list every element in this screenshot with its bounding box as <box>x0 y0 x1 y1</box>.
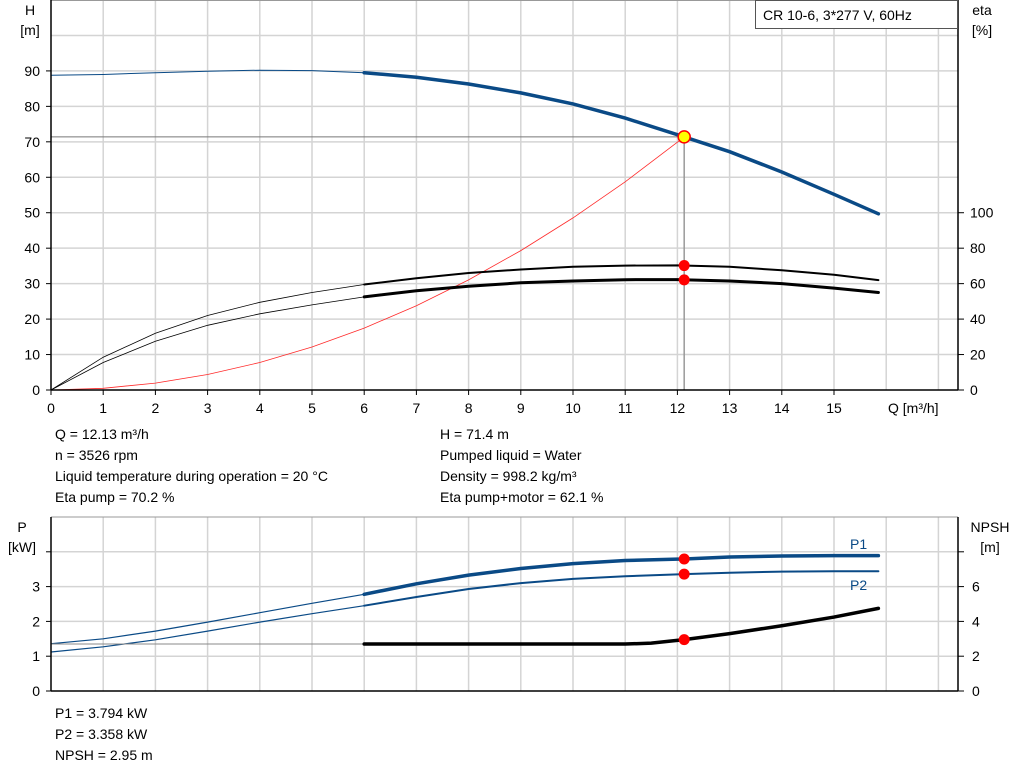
x-tick-label: 10 <box>565 400 581 416</box>
info-liquid: Pumped liquid = Water <box>440 447 582 463</box>
p2-curve <box>363 570 880 607</box>
head-curve-extrapolated <box>50 69 365 76</box>
y-axis-unit-p: [kW] <box>8 539 36 555</box>
x-tick-label: 6 <box>360 400 368 416</box>
x-tick-label: 9 <box>517 400 525 416</box>
y-axis-unit-eta: [%] <box>972 22 992 38</box>
h-tick-label: 50 <box>24 205 40 221</box>
p-tick-label: 3 <box>32 579 40 595</box>
h-tick-label: 90 <box>24 63 40 79</box>
info-bottom: P1 = 3.794 kW P2 = 3.358 kW NPSH = 2.95 … <box>55 703 153 766</box>
p1-curve <box>362 553 881 597</box>
bottom-series <box>50 553 881 653</box>
legend-box-text: CR 10-6, 3*277 V, 60Hz <box>763 7 912 23</box>
x-tick-label: 0 <box>47 400 55 416</box>
info-right: H = 71.4 m Pumped liquid = Water Density… <box>440 424 603 508</box>
h-tick-label: 40 <box>24 240 40 256</box>
info-eta-pump-motor: Eta pump+motor = 62.1 % <box>440 489 604 505</box>
eta-tick-label: 100 <box>970 205 994 221</box>
eta-pump-curve <box>363 264 880 286</box>
tick-labels: 0 1 2 3 4 5 6 7 8 9 10 11 12 13 14 15010203040506070809… <box>24 63 993 699</box>
eta-pump-duty-point <box>678 260 690 272</box>
h-tick-label: 10 <box>24 347 40 363</box>
x-tick-label: 1 <box>99 400 107 416</box>
info-flow: Q = 12.13 m³/h <box>55 426 149 442</box>
top-grid <box>51 0 958 390</box>
y-axis-unit-h: [m] <box>20 22 39 38</box>
x-tick-label: 5 <box>308 400 316 416</box>
info-eta-pump: Eta pump = 70.2 % <box>55 489 175 505</box>
eta-pump-motor-curve-extrapolated <box>50 296 365 391</box>
npsh-tick-label: 4 <box>972 613 980 629</box>
x-tick-label: 8 <box>465 400 473 416</box>
legend-box <box>755 0 958 29</box>
info-speed: n = 3526 rpm <box>55 447 138 463</box>
eta-tick-label: 40 <box>970 311 986 327</box>
info-temperature: Liquid temperature during operation = 20… <box>55 468 328 484</box>
axes <box>50 0 959 692</box>
series-label-p1: P1 <box>850 536 867 552</box>
x-tick-label: 15 <box>826 400 842 416</box>
p1-duty-point <box>678 553 690 565</box>
x-axis-label: Q [m³/h] <box>888 400 939 416</box>
x-tick-label: 7 <box>413 400 421 416</box>
h-tick-label: 0 <box>32 382 40 398</box>
y-axis-label-npsh: NPSH <box>971 519 1010 535</box>
eta-tick-label: 60 <box>970 276 986 292</box>
info-head: H = 71.4 m <box>440 426 509 442</box>
p-tick-label: 0 <box>32 683 40 699</box>
h-tick-label: 30 <box>24 276 40 292</box>
npsh-tick-label: 0 <box>972 683 980 699</box>
eta-tick-label: 0 <box>970 382 978 398</box>
y-axis-label-h: H <box>25 2 35 18</box>
p1-curve-extrapolated <box>50 593 365 645</box>
y-axis-label-p: P <box>17 519 26 535</box>
npsh-duty-point <box>678 634 690 646</box>
eta-pump-motor-duty-point <box>678 274 690 286</box>
p-tick-label: 1 <box>32 648 40 664</box>
series-label-p2: P2 <box>850 577 867 593</box>
x-tick-label: 14 <box>774 400 790 416</box>
info-p2: P2 = 3.358 kW <box>55 726 148 742</box>
npsh-tick-label: 2 <box>972 648 980 664</box>
h-tick-label: 20 <box>24 311 40 327</box>
info-npsh: NPSH = 2.95 m <box>55 747 153 763</box>
p2-curve-extrapolated <box>50 605 365 653</box>
x-tick-label: 12 <box>670 400 686 416</box>
head-curve <box>362 70 881 216</box>
x-tick-label: 3 <box>204 400 212 416</box>
x-tick-label: 2 <box>152 400 160 416</box>
x-tick-label: 13 <box>722 400 738 416</box>
eta-tick-label: 80 <box>970 240 986 256</box>
info-density: Density = 998.2 kg/m³ <box>440 468 577 484</box>
y-axis-label-eta: eta <box>972 2 992 18</box>
npsh-curve <box>362 606 881 646</box>
h-tick-label: 80 <box>24 98 40 114</box>
h-tick-label: 60 <box>24 169 40 185</box>
info-p1: P1 = 3.794 kW <box>55 705 148 721</box>
p2-duty-point <box>678 568 690 580</box>
y-axis-unit-npsh: [m] <box>980 539 999 555</box>
eta-pump-curve-extrapolated <box>50 284 365 391</box>
system-curve <box>50 136 685 391</box>
top-series <box>50 69 881 391</box>
head-duty-point <box>677 130 691 144</box>
eta-tick-label: 20 <box>970 347 986 363</box>
eta-pump-motor-curve <box>362 278 880 299</box>
npsh-tick-label: 6 <box>972 579 980 595</box>
info-left: Q = 12.13 m³/h n = 3526 rpm Liquid tempe… <box>55 424 328 508</box>
h-tick-label: 70 <box>24 134 40 150</box>
p-tick-label: 2 <box>32 613 40 629</box>
x-tick-label: 4 <box>256 400 264 416</box>
x-tick-label: 11 <box>618 400 633 416</box>
bottom-grid <box>51 517 958 691</box>
